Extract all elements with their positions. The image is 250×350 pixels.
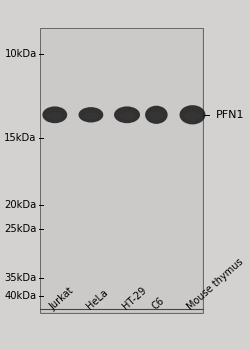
Text: HT-29: HT-29 — [120, 285, 148, 312]
Text: HeLa: HeLa — [84, 287, 109, 312]
Ellipse shape — [148, 112, 163, 120]
Ellipse shape — [46, 112, 62, 120]
Bar — [40, 28, 202, 313]
Ellipse shape — [82, 113, 98, 119]
Bar — [41, 29, 201, 312]
Ellipse shape — [42, 106, 67, 123]
Ellipse shape — [144, 106, 167, 124]
Text: C6: C6 — [149, 295, 165, 312]
Ellipse shape — [78, 107, 103, 122]
Ellipse shape — [118, 112, 135, 120]
Text: PFN1: PFN1 — [215, 110, 244, 120]
Text: 40kDa: 40kDa — [4, 291, 36, 301]
Text: 15kDa: 15kDa — [4, 133, 36, 143]
Ellipse shape — [179, 105, 205, 124]
Text: Jurkat: Jurkat — [48, 285, 76, 312]
Text: 20kDa: 20kDa — [4, 200, 36, 210]
Text: 10kDa: 10kDa — [4, 49, 36, 59]
Text: 35kDa: 35kDa — [4, 273, 36, 283]
Ellipse shape — [114, 106, 140, 123]
Text: 25kDa: 25kDa — [4, 224, 36, 234]
Text: Mouse thymus: Mouse thymus — [185, 256, 245, 312]
Ellipse shape — [183, 112, 200, 121]
